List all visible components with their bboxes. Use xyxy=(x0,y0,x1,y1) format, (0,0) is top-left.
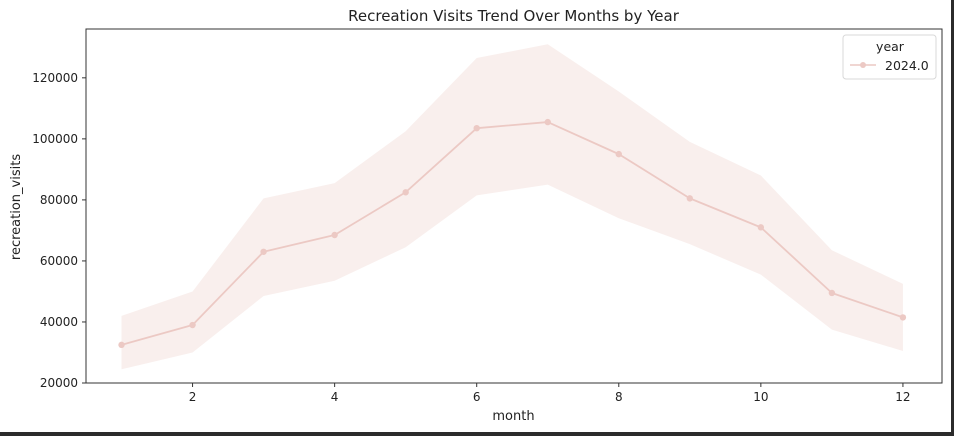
series-line-segment xyxy=(546,121,620,156)
x-axis-label: month xyxy=(492,409,534,424)
series-line-segment xyxy=(475,121,549,130)
series-line-segment xyxy=(120,324,194,346)
data-point xyxy=(260,248,267,255)
y-tick-label: 40000 xyxy=(40,315,78,329)
y-tick-label: 100000 xyxy=(32,132,78,146)
y-axis-ticks: 20000 40000 60000 80000 100000 120000 xyxy=(32,71,86,390)
data-point xyxy=(118,341,125,349)
series-line-segment xyxy=(404,127,478,194)
data-point xyxy=(402,189,409,196)
series-line-segment xyxy=(262,234,336,253)
x-tick-label: 4 xyxy=(331,390,339,404)
x-tick-label: 12 xyxy=(895,390,910,404)
confidence-band-layer xyxy=(121,44,903,370)
series-line-segment xyxy=(688,197,762,229)
confidence-band-0 xyxy=(121,44,903,370)
data-point xyxy=(331,231,338,239)
window-edge-bottom xyxy=(0,432,954,436)
series-line-segment xyxy=(191,250,265,326)
y-tick-label: 120000 xyxy=(32,71,78,85)
series-point-layer xyxy=(118,118,907,349)
data-point xyxy=(899,314,907,321)
data-point xyxy=(757,224,765,231)
data-point xyxy=(828,289,836,297)
y-tick-label: 60000 xyxy=(40,254,78,268)
x-tick-label: 10 xyxy=(753,390,768,404)
legend-title: year xyxy=(876,39,905,54)
legend: year 2024.0 xyxy=(842,34,937,80)
series-line-segment xyxy=(333,191,407,236)
x-tick-label: 8 xyxy=(615,390,623,404)
data-point xyxy=(615,150,622,158)
legend-marker-swatch xyxy=(860,62,866,68)
series-line-segment xyxy=(759,226,833,294)
data-point xyxy=(473,124,480,132)
x-axis-ticks: 2 4 6 8 10 12 xyxy=(189,383,911,404)
y-tick-label: 20000 xyxy=(40,376,78,390)
window-edge-right xyxy=(951,0,954,436)
legend-entry-label: 2024.0 xyxy=(885,58,929,73)
data-point xyxy=(686,195,694,202)
y-axis-label: recreation_visits xyxy=(9,154,24,260)
series-line-segment xyxy=(617,153,691,200)
data-point xyxy=(544,118,551,126)
y-tick-label: 80000 xyxy=(40,193,78,207)
data-point xyxy=(189,321,196,329)
series-line-layer xyxy=(120,121,904,346)
x-tick-label: 2 xyxy=(189,390,197,404)
plot-area-frame xyxy=(85,28,943,384)
chart-title: Recreation Visits Trend Over Months by Y… xyxy=(348,7,680,25)
legend-box xyxy=(842,34,937,80)
x-tick-label: 6 xyxy=(473,390,481,404)
series-line-segment xyxy=(830,292,904,319)
